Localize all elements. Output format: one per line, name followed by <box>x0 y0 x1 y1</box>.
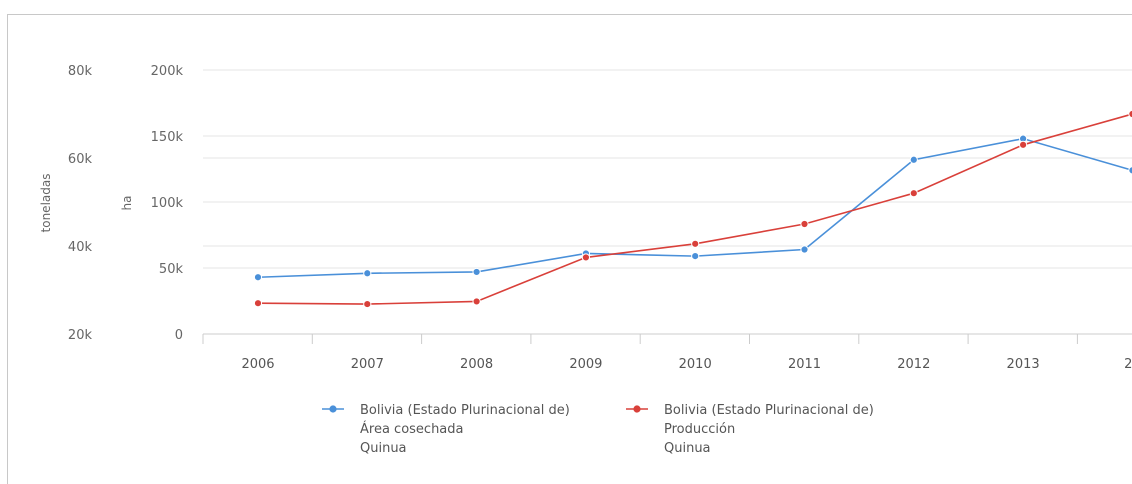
series-group <box>253 109 1132 309</box>
data-point[interactable] <box>363 299 372 309</box>
data-point[interactable] <box>691 252 700 261</box>
data-point[interactable] <box>909 189 918 198</box>
x-tick-label: 2009 <box>569 357 602 372</box>
y-tick-label-ha: 150k <box>151 130 184 145</box>
y-tick-label-ha: 100k <box>151 196 184 211</box>
legend-label-line[interactable]: Quinua <box>360 441 407 456</box>
data-point[interactable] <box>800 245 809 254</box>
data-point[interactable] <box>363 269 372 278</box>
x-tick-label: 2012 <box>897 357 930 372</box>
data-point[interactable] <box>472 267 481 277</box>
legend-symbol-marker <box>633 405 641 413</box>
data-point[interactable] <box>1128 166 1132 175</box>
x-tick-label: 2006 <box>241 357 274 372</box>
y-tick-label-ha: 200k <box>151 64 184 79</box>
data-point[interactable] <box>581 253 591 262</box>
chart-panel <box>7 14 1132 484</box>
data-point[interactable] <box>800 219 809 229</box>
data-point[interactable] <box>691 239 700 248</box>
y-tick-label-toneladas: 40k <box>68 240 93 255</box>
legend-label-line[interactable]: Quinua <box>664 441 711 456</box>
legend-label-line[interactable]: Producción <box>664 422 735 437</box>
legend-label-line[interactable]: Bolivia (Estado Plurinacional de) <box>664 403 874 418</box>
x-tick-label: 2013 <box>1007 357 1040 372</box>
x-tick-label: 2008 <box>460 357 493 372</box>
legend-label-line[interactable]: Área cosechada <box>360 421 464 437</box>
x-tick-label: 2010 <box>679 357 712 372</box>
y-axis-title-ha: ha <box>120 196 134 211</box>
axes: 2006 2007 2008 2009 2010 2011 2012 2013 20 0 50k 10… <box>68 64 1132 372</box>
data-point[interactable] <box>1128 109 1132 119</box>
y-tick-label-toneladas: 80k <box>68 64 93 79</box>
grid-lines <box>203 69 1132 335</box>
y-tick-label-toneladas: 20k <box>68 328 93 343</box>
legend-label-line[interactable]: Bolivia (Estado Plurinacional de) <box>360 403 570 418</box>
data-point[interactable] <box>1019 140 1028 149</box>
y-axis-title-toneladas: toneladas <box>39 174 53 233</box>
data-point[interactable] <box>253 299 263 308</box>
y-tick-label-ha: 50k <box>159 262 184 277</box>
legend: Bolivia (Estado Plurinacional de) Área co… <box>322 403 874 456</box>
data-point[interactable] <box>472 297 481 306</box>
data-point[interactable] <box>253 273 263 282</box>
x-tick-label: 2007 <box>351 357 384 372</box>
x-tick-label: 20 <box>1124 357 1132 372</box>
y-tick-label-ha: 0 <box>175 328 183 343</box>
data-point[interactable] <box>909 155 918 164</box>
y-tick-label-toneladas: 60k <box>68 152 93 167</box>
legend-symbol-marker <box>329 405 337 413</box>
x-tick-label: 2011 <box>788 357 821 372</box>
